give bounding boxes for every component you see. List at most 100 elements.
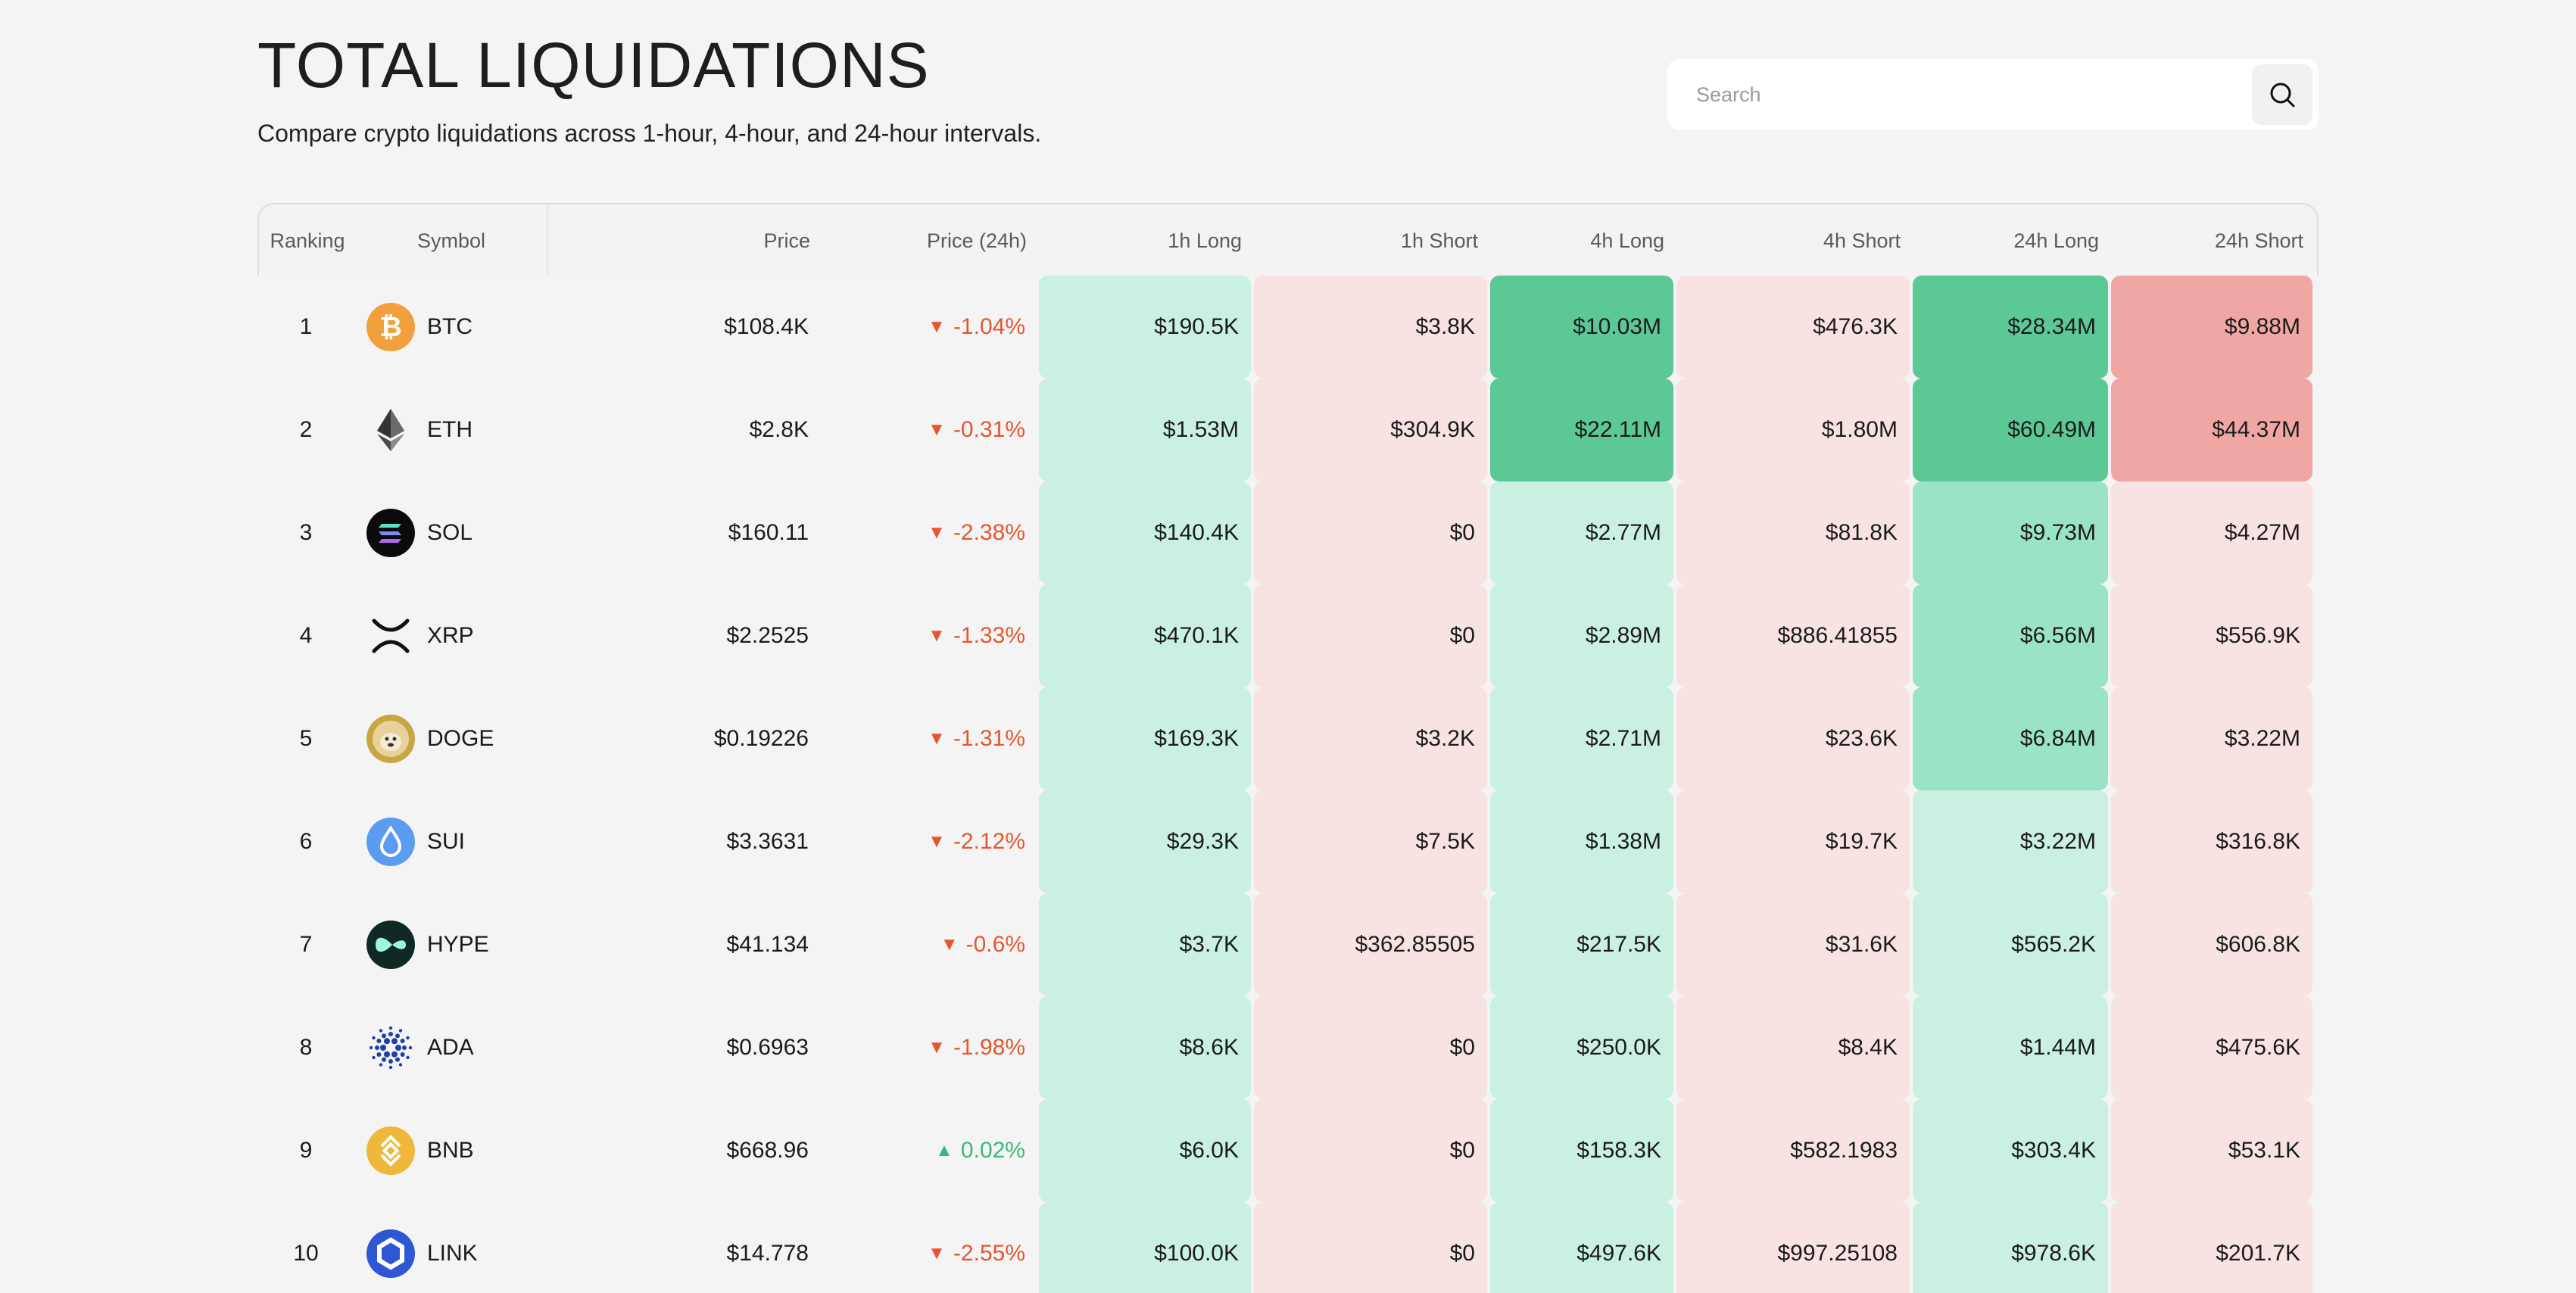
table-row[interactable]: 3 SOL $160.11 ▼ -2.38% $140.4K $0 $2.77M $81.8K $… (257, 481, 2319, 584)
column-header-24h-long[interactable]: 24h Long (2013, 229, 2099, 252)
page-subtitle: Compare crypto liquidations across 1-hou… (257, 120, 1042, 147)
liquidation-1h-short-cell: $3.2K (1254, 687, 1487, 790)
column-header-price-24h[interactable]: Price (24h) (926, 229, 1027, 252)
page-title: TOTAL LIQUIDATIONS (257, 30, 930, 101)
table-row[interactable]: 9 BNB $668.96 ▲ 0.02% $6.0K $0 $158.3K $582.1983… (257, 1099, 2319, 1202)
search-box (1667, 59, 2319, 130)
liquidation-24h-short-cell: $9.88M (2111, 276, 2312, 379)
price-cell: $160.11 (728, 520, 809, 545)
liquidation-24h-short-cell: $606.8K (2111, 893, 2312, 996)
price-change-cell: ▼ -2.12% (821, 790, 1037, 893)
search-input[interactable] (1667, 59, 2252, 130)
table-row[interactable]: 1 ₿ BTC $108.4K ▼ -1.04% $190.5K $3.8K $10.03M $4… (257, 276, 2319, 379)
liquidation-24h-short-cell: $201.7K (2111, 1202, 2312, 1293)
price-change-value: 0.02% (960, 1138, 1025, 1163)
arrow-down-icon: ▼ (940, 934, 959, 955)
symbol-name: SOL (427, 520, 473, 545)
column-header-symbol[interactable]: Symbol (416, 229, 486, 252)
symbol-name: DOGE (427, 726, 494, 751)
symbol-cell[interactable]: BNB (354, 1099, 545, 1202)
table-row[interactable]: 7 HYPE $41.134 ▼ -0.6% $3.7K $362.85505 $217.5K… (257, 893, 2319, 996)
symbol-cell[interactable]: SUI (354, 790, 545, 893)
liquidation-4h-short-cell: $1.80M (1676, 379, 1910, 481)
symbol-cell[interactable]: DOGE (354, 687, 545, 790)
column-header-1h-short[interactable]: 1h Short (1400, 229, 1478, 252)
liquidation-1h-long-cell: $100.0K (1039, 1202, 1251, 1293)
ranking-cell: 1 (299, 314, 313, 339)
cardano-icon (366, 1023, 415, 1072)
liquidation-1h-short-cell: $362.85505 (1254, 893, 1487, 996)
liquidation-24h-long-cell: $60.49M (1913, 379, 2108, 481)
liquidation-4h-long-cell: $250.0K (1490, 996, 1673, 1099)
table-header: Ranking Symbol Price Price (24h) 1h Long 1h S… (257, 203, 2319, 277)
liquidation-24h-long-cell: $28.34M (1913, 276, 2108, 379)
hyperliquid-icon (366, 921, 415, 969)
liquidation-1h-long-cell: $6.0K (1039, 1099, 1251, 1202)
price-change-cell: ▼ -1.31% (821, 687, 1037, 790)
column-header-4h-short[interactable]: 4h Short (1823, 229, 1901, 252)
symbol-cell[interactable]: ADA (354, 996, 545, 1099)
liquidations-table: Ranking Symbol Price Price (24h) 1h Long 1h S… (257, 203, 2319, 1293)
symbol-name: SUI (427, 829, 466, 854)
column-header-price[interactable]: Price (547, 204, 822, 277)
ranking-cell: 10 (293, 1241, 319, 1266)
price-cell: $41.134 (726, 932, 809, 957)
liquidation-24h-long-cell: $1.44M (1913, 996, 2108, 1099)
liquidation-24h-long-cell: $565.2K (1913, 893, 2108, 996)
column-header-24h-short[interactable]: 24h Short (2214, 229, 2303, 252)
ranking-cell: 9 (299, 1138, 313, 1163)
arrow-down-icon: ▼ (928, 1243, 946, 1263)
arrow-down-icon: ▼ (928, 625, 946, 646)
liquidation-1h-short-cell: $0 (1254, 481, 1487, 584)
price-change-cell: ▼ -0.6% (821, 893, 1037, 996)
price-cell: $3.3631 (726, 829, 809, 854)
liquidation-4h-long-cell: $2.89M (1490, 584, 1673, 687)
arrow-down-icon: ▼ (928, 522, 946, 543)
symbol-cell[interactable]: HYPE (354, 893, 545, 996)
symbol-cell[interactable]: ₿ BTC (354, 276, 545, 379)
price-change-cell: ▼ -1.33% (821, 584, 1037, 687)
column-header-ranking[interactable]: Ranking (270, 229, 345, 252)
symbol-cell[interactable]: LINK (354, 1202, 545, 1293)
bnb-icon (366, 1126, 415, 1175)
arrow-up-icon: ▲ (935, 1140, 953, 1161)
arrow-down-icon: ▼ (928, 1037, 946, 1058)
ranking-cell: 6 (299, 829, 313, 854)
liquidation-1h-long-cell: $140.4K (1039, 481, 1251, 584)
liquidation-1h-short-cell: $0 (1254, 1099, 1487, 1202)
table-row[interactable]: 10 LINK $14.778 ▼ -2.55% $100.0K $0 $497.6K $997… (257, 1202, 2319, 1293)
column-header-4h-long[interactable]: 4h Long (1590, 229, 1664, 252)
liquidation-4h-long-cell: $10.03M (1490, 276, 1673, 379)
price-change-cell: ▼ -0.31% (821, 379, 1037, 481)
symbol-cell[interactable]: SOL (354, 481, 545, 584)
liquidation-24h-long-cell: $6.84M (1913, 687, 2108, 790)
ranking-cell: 5 (299, 726, 313, 751)
search-button[interactable] (2252, 64, 2312, 125)
price-change-value: -2.38% (953, 520, 1025, 545)
price-cell: $0.6963 (726, 1035, 809, 1060)
liquidation-1h-short-cell: $3.8K (1254, 276, 1487, 379)
table-row[interactable]: 2 ETH $2.8K ▼ -0.31% $1.53M $304.9K $22.11M $1.8… (257, 379, 2319, 481)
ranking-cell: 3 (299, 520, 313, 545)
table-row[interactable]: 8 ADA $0.6963 ▼ -1.98% $8.6K $0 $250.0K $8.4K $1.… (257, 996, 2319, 1099)
bitcoin-icon: ₿ (366, 303, 415, 351)
price-cell: $2.8K (749, 417, 809, 442)
price-change-value: -1.04% (953, 314, 1025, 339)
liquidation-1h-long-cell: $190.5K (1039, 276, 1251, 379)
liquidation-4h-short-cell: $31.6K (1676, 893, 1910, 996)
table-row[interactable]: 4 XRP $2.2525 ▼ -1.33% $470.1K $0 $2.89M $886.41… (257, 584, 2319, 687)
table-row[interactable]: 5 DOGE $0.19226 ▼ -1.31% $169.3K $3.2K $2.71M $2… (257, 687, 2319, 790)
liquidation-24h-long-cell: $303.4K (1913, 1099, 2108, 1202)
liquidation-24h-short-cell: $53.1K (2111, 1099, 2312, 1202)
price-change-cell: ▼ -1.98% (821, 996, 1037, 1099)
symbol-cell[interactable]: ETH (354, 379, 545, 481)
symbol-cell[interactable]: XRP (354, 584, 545, 687)
price-change-value: -1.33% (953, 623, 1025, 648)
liquidation-1h-long-cell: $3.7K (1039, 893, 1251, 996)
liquidation-24h-short-cell: $556.9K (2111, 584, 2312, 687)
column-header-1h-long[interactable]: 1h Long (1168, 229, 1242, 252)
liquidation-1h-long-cell: $29.3K (1039, 790, 1251, 893)
dogecoin-icon (366, 715, 415, 763)
table-row[interactable]: 6 SUI $3.3631 ▼ -2.12% $29.3K $7.5K $1.38M $19.7… (257, 790, 2319, 893)
liquidation-1h-short-cell: $0 (1254, 996, 1487, 1099)
